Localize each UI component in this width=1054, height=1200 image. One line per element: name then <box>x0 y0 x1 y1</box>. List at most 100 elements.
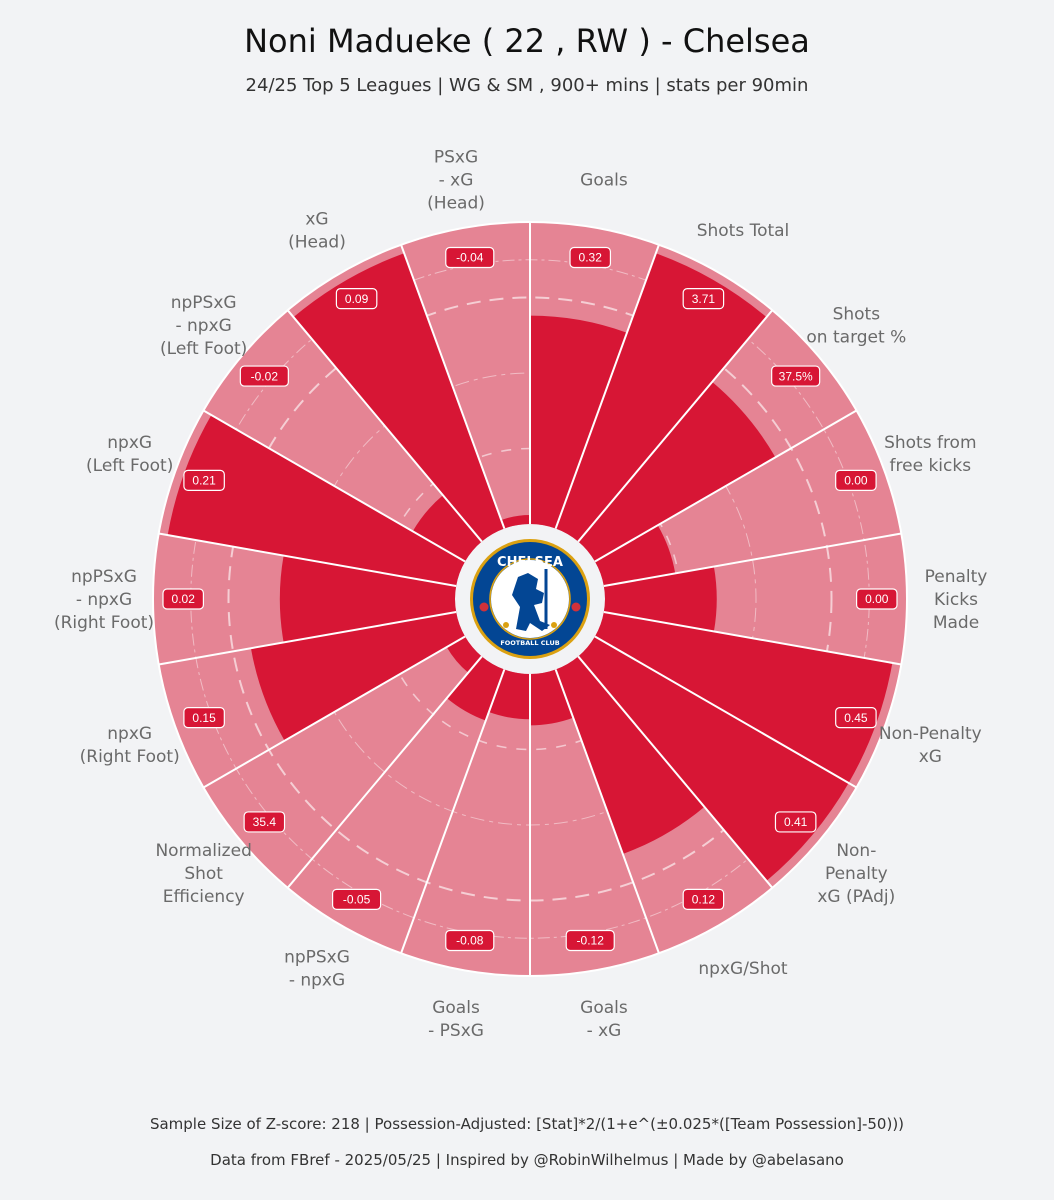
value-label-box <box>332 888 382 910</box>
value-label-text: -0.04 <box>456 251 484 265</box>
parameter-label-line: on target % <box>806 328 906 348</box>
parameter-label: Goals - PSxG <box>428 998 484 1041</box>
value-label-box <box>445 246 495 269</box>
club-crest: CHELSEA FOOTBALL CLUB <box>456 525 604 673</box>
parameter-label: npPSxG - npxG (Left Foot) <box>160 293 247 359</box>
value-label-text: 37.5% <box>779 369 813 383</box>
crest-ball <box>503 622 509 628</box>
rose-right-icon <box>571 602 581 612</box>
parameter-label: Shots from free kicks <box>884 433 976 476</box>
value-label-box <box>569 246 612 269</box>
value-label-box <box>682 288 725 310</box>
value-label-box <box>162 588 205 610</box>
parameter-label-line: - npxG <box>76 590 132 610</box>
parameter-label-line: - xG <box>587 1021 622 1041</box>
value-label-box <box>445 929 495 952</box>
parameter-label: xG (Head) <box>288 210 346 253</box>
value-label-text: 0.02 <box>172 592 196 606</box>
value-label: 0.02 <box>162 588 205 610</box>
slice-value <box>446 636 482 673</box>
crest-bottom-text: FOOTBALL CLUB <box>500 639 559 647</box>
slice-separator <box>400 244 506 529</box>
slice-value <box>555 656 705 854</box>
value-label: 0.15 <box>183 707 225 729</box>
slice-separator <box>400 669 506 954</box>
slice-value <box>446 656 505 721</box>
slice-separator <box>594 635 857 789</box>
slice-separator <box>158 532 457 587</box>
value-label-text: 0.45 <box>844 711 868 725</box>
value-label-box <box>239 365 289 387</box>
slice-value <box>603 566 717 632</box>
parameter-label: npPSxG - npxG (Right Foot) <box>54 567 154 633</box>
parameter-label: Non- Penalty xG (PAdj) <box>817 841 895 907</box>
value-label-box <box>335 288 378 310</box>
value-label-text: 0.09 <box>345 292 369 306</box>
parameter-label-line: npPSxG <box>284 947 350 967</box>
slice-value <box>167 415 466 586</box>
value-label-text: 0.00 <box>844 474 868 488</box>
value-label: 0.00 <box>835 469 877 491</box>
value-label-text: 0.12 <box>692 893 716 907</box>
slice-separator <box>594 409 857 563</box>
parameter-label-line: (Left Foot) <box>160 339 247 359</box>
crest-ball <box>551 622 557 628</box>
value-label-text: 35.4 <box>253 815 277 829</box>
parameter-label-line: - xG <box>439 170 474 190</box>
value-label: -0.12 <box>565 929 615 952</box>
parameter-label-line: (Right Foot) <box>80 747 180 767</box>
value-label-layer: 0.32 3.71 37.5% 0.00 0.00 0.45 0.41 0.12 -0.12 -0… <box>162 246 898 952</box>
value-label-text: 0.21 <box>192 474 216 488</box>
slice-separator <box>554 244 660 529</box>
value-label-box <box>774 811 817 833</box>
slice-value <box>594 525 676 586</box>
slice-separator <box>603 611 902 666</box>
slice-value <box>530 669 574 726</box>
value-label: -0.08 <box>445 929 495 952</box>
value-label: 0.41 <box>774 811 817 833</box>
value-label-box <box>565 929 615 952</box>
lion-body <box>512 573 550 631</box>
value-label-text: -0.02 <box>251 369 279 383</box>
footer-credits: Data from FBref - 2025/05/25 | Inspired … <box>210 1151 844 1169</box>
value-label-box <box>835 469 877 491</box>
slice-value <box>279 555 457 643</box>
slice-separator <box>203 409 466 563</box>
parameter-label-line: xG <box>305 210 328 230</box>
parameter-label: Goals - xG <box>580 998 628 1041</box>
value-label-text: -0.05 <box>343 893 371 907</box>
parameter-label-line: xG <box>919 747 942 767</box>
value-label: 0.12 <box>682 888 725 910</box>
slice-value <box>293 253 505 542</box>
parameter-label: Non-Penalty xG <box>879 724 982 767</box>
value-label: 3.71 <box>682 288 725 310</box>
parameter-label-line: npPSxG <box>171 293 237 313</box>
value-label-box <box>682 888 725 910</box>
parameter-label-line: Penalty <box>825 864 888 884</box>
parameter-label-line: PSxG <box>434 147 478 167</box>
parameter-label: PSxG - xG (Head) <box>427 147 485 213</box>
value-label-box <box>243 811 286 833</box>
value-label-box <box>183 707 225 729</box>
parameter-label-layer: Goals Shots Total Shots on target % Shots fr… <box>54 147 987 1041</box>
value-label: -0.02 <box>239 365 289 387</box>
value-label-text: 0.00 <box>865 592 889 606</box>
value-label: 0.00 <box>855 588 898 610</box>
slice-background <box>603 533 908 665</box>
value-label: -0.05 <box>332 888 382 910</box>
parameter-label: npPSxG - npxG <box>284 947 350 990</box>
parameter-label-line: Shots Total <box>697 221 790 241</box>
parameter-label: npxG (Left Foot) <box>86 433 173 476</box>
value-label: 37.5% <box>771 365 821 387</box>
parameter-label-line: Goals <box>580 998 628 1018</box>
value-label-box <box>183 469 225 491</box>
value-label-text: 3.71 <box>692 292 716 306</box>
slice-value <box>578 381 776 562</box>
lion-icon <box>503 569 557 631</box>
slice-value <box>488 669 530 720</box>
footer-methodology: Sample Size of Z-score: 218 | Possession… <box>149 1115 905 1133</box>
slice-separator <box>554 669 660 954</box>
rose-left-icon <box>479 602 489 612</box>
value-label-box <box>855 588 898 610</box>
slice-value <box>555 253 767 542</box>
